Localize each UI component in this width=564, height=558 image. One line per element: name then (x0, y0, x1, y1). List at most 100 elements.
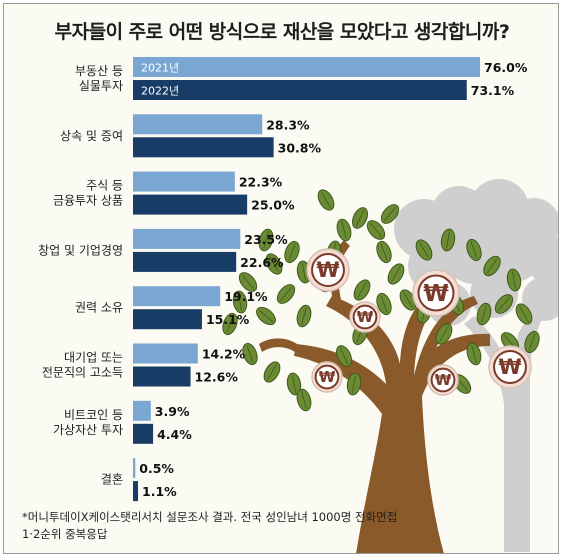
value-label: 22.6% (240, 255, 284, 270)
value-label: 22.3% (239, 175, 283, 190)
value-label: 15.1% (206, 312, 250, 327)
won-coin-icon: ₩ (427, 364, 459, 396)
value-label: 76.0% (484, 60, 528, 75)
leaf-icon (415, 239, 433, 261)
value-label: 19.1% (224, 289, 268, 304)
category-group: 창업 및 기업경영 23.5% 22.6% (38, 228, 288, 272)
leaf-icon (399, 289, 417, 311)
value-label: 3.9% (155, 404, 190, 419)
won-coin-icon: ₩ (306, 248, 350, 292)
bar-2022 (133, 423, 154, 444)
bar-2022 (133, 481, 139, 502)
category-label: 대기업 또는 (64, 351, 123, 365)
bar-2021 (133, 458, 136, 479)
leaf-icon (222, 312, 238, 336)
svg-text:₩: ₩ (319, 368, 336, 386)
bar-2021 (133, 400, 151, 421)
leaf-icon (335, 345, 353, 367)
leaf-icon (336, 218, 352, 242)
legend-entry: 2022년 (141, 85, 179, 98)
category-label: 부동산 등 (75, 64, 123, 78)
value-label: 12.6% (195, 370, 239, 385)
leaf-icon (376, 240, 392, 264)
value-label: 1.1% (142, 484, 177, 499)
category-label: 결혼 (101, 473, 123, 487)
value-label: 30.8% (278, 140, 322, 155)
bar-2021 (133, 343, 198, 364)
svg-text:₩: ₩ (498, 355, 521, 379)
value-label: 28.3% (266, 117, 310, 132)
infographic-frame: 부자들이 주로 어떤 방식으로 재산을 모았다고 생각합니까? ₩ ₩ ₩ ₩ ₩ ₩ 부… (3, 3, 559, 554)
category-label: 창업 및 기업경영 (38, 243, 123, 257)
leaf-icon (387, 263, 405, 285)
value-label: 25.0% (251, 198, 295, 213)
category-label: 전문직의 고소득 (42, 366, 123, 380)
won-coin-icon: ₩ (349, 301, 381, 333)
leaf-icon (284, 240, 300, 264)
category-group: 권력 소유 19.1% 15.1% (75, 286, 268, 330)
leaf-icon (242, 342, 258, 366)
leaf-icon (466, 238, 482, 262)
bar-2022 (133, 251, 237, 272)
value-label: 73.1% (471, 83, 515, 98)
leaf-icon (296, 304, 312, 328)
leaf-icon (265, 253, 283, 275)
svg-text:₩: ₩ (423, 281, 449, 307)
bar-2022 (133, 80, 467, 100)
leaf-icon (317, 189, 335, 211)
leaf-icon (494, 294, 514, 314)
footnote: *머니투데이X케이스탯리서치 설문조사 결과. 전국 성인남녀 1000명 전화… (22, 509, 397, 543)
leaf-icon (380, 204, 400, 224)
leaf-icon (440, 228, 456, 252)
leaf-icon (366, 220, 386, 240)
category-label: 가상자산 투자 (53, 423, 123, 437)
legend-entry: 2021년 (141, 62, 179, 75)
bar-2022 (133, 366, 191, 387)
category-label: 주식 등 (86, 179, 123, 193)
category-label: 금융투자 상품 (53, 194, 123, 208)
bar-2021 (133, 57, 480, 77)
won-coin-icon: ₩ (311, 361, 343, 393)
category-label: 비트코인 등 (64, 408, 123, 422)
value-label: 4.4% (157, 427, 192, 442)
bar-2021 (133, 286, 221, 307)
leaf-icon (506, 268, 522, 292)
money-tree-illustration: ₩ ₩ ₩ ₩ ₩ ₩ (222, 179, 558, 553)
bar-2021 (133, 114, 263, 135)
bar-2021 (133, 228, 241, 249)
leaf-icon (376, 292, 392, 316)
bar-2022 (133, 194, 248, 215)
leaf-icon (353, 279, 371, 301)
leaf-icon (296, 388, 312, 412)
leaf-icon (263, 361, 281, 383)
svg-text:₩: ₩ (357, 308, 374, 326)
leaf-icon (256, 306, 276, 326)
leaf-icon (346, 372, 362, 396)
category-group: 상속 및 증여 28.3% 30.8% (60, 114, 322, 158)
leaf-icon (476, 302, 492, 326)
footnote-line: 1·2순위 중복응답 (22, 527, 108, 541)
leaf-icon (258, 228, 274, 252)
category-group: 결혼 0.5% 1.1% (101, 458, 177, 502)
footnote-line: *머니투데이X케이스탯리서치 설문조사 결과. 전국 성인남녀 1000명 전화… (22, 510, 398, 524)
leaf-icon (286, 372, 302, 396)
bar-2022 (133, 309, 202, 330)
leaf-icon (351, 207, 369, 229)
leaf-icon (276, 284, 296, 304)
coins: ₩ ₩ ₩ ₩ ₩ ₩ (306, 248, 532, 396)
svg-text:₩: ₩ (316, 258, 339, 282)
won-coin-icon: ₩ (488, 345, 532, 389)
leaf-icon (483, 255, 501, 277)
bar-2022 (133, 137, 274, 158)
leaf-icon (466, 342, 482, 366)
value-label: 0.5% (139, 461, 174, 476)
category-label: 실물투자 (79, 79, 123, 93)
category-label: 상속 및 증여 (60, 129, 123, 143)
leaf-icon (232, 290, 248, 314)
won-coin-icon: ₩ (412, 269, 460, 317)
